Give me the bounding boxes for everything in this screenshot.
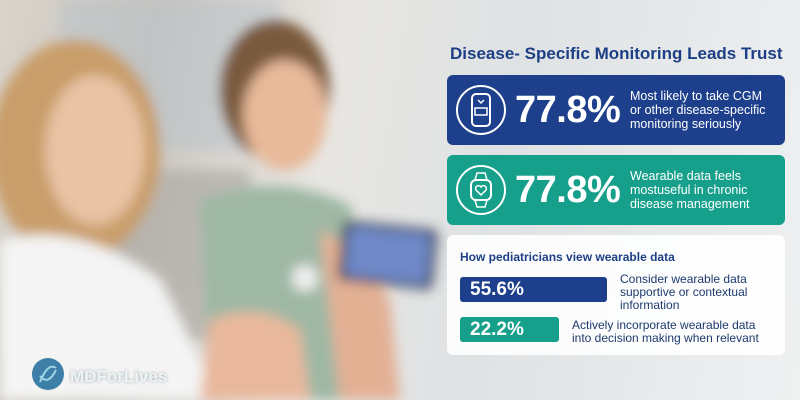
text-line: Consider wearable data <box>620 272 747 286</box>
text-line: monitoring seriously <box>630 117 742 131</box>
text-line: supportive or contextual <box>620 285 748 299</box>
stat-card: 77.8% Most likely to take CGM or other di… <box>447 75 785 145</box>
text-line: Most likely to take CGM <box>630 89 762 103</box>
row-value: 55.6% <box>460 277 607 302</box>
row-value: 22.2% <box>460 317 559 342</box>
stat-card: 77.8% Wearable data feels mostuseful in c… <box>447 155 785 225</box>
stat-label: Wearable data feels mostuseful in chronic… <box>630 169 750 211</box>
row-label: Actively incorporate wearable data into d… <box>572 319 759 345</box>
row-label: Consider wearable data supportive or cont… <box>620 273 747 312</box>
text-line: or other disease-specific <box>630 103 766 117</box>
text-line: into decision making when relevant <box>572 331 759 345</box>
icon-cgm <box>456 85 506 135</box>
panel-title: How pediatricians view wearable data <box>460 250 675 264</box>
view-panel: How pediatricians view wearable data 55.… <box>447 235 785 355</box>
text-line: Wearable data feels <box>630 169 741 183</box>
text-line: information <box>620 298 680 312</box>
logo-text: MDForLives <box>70 367 168 386</box>
text-line: Actively incorporate wearable data <box>572 318 756 332</box>
text-line: mostuseful in chronic <box>630 183 748 197</box>
icon-watch <box>456 165 506 215</box>
text-line: disease management <box>630 197 750 211</box>
title: Disease- Specific Monitoring Leads Trust <box>450 44 783 63</box>
stat-label: Most likely to take CGM or other disease-… <box>630 89 765 131</box>
stat-value: 77.8% <box>515 89 621 131</box>
stat-value: 77.8% <box>515 169 621 211</box>
logo-icon <box>32 358 64 390</box>
